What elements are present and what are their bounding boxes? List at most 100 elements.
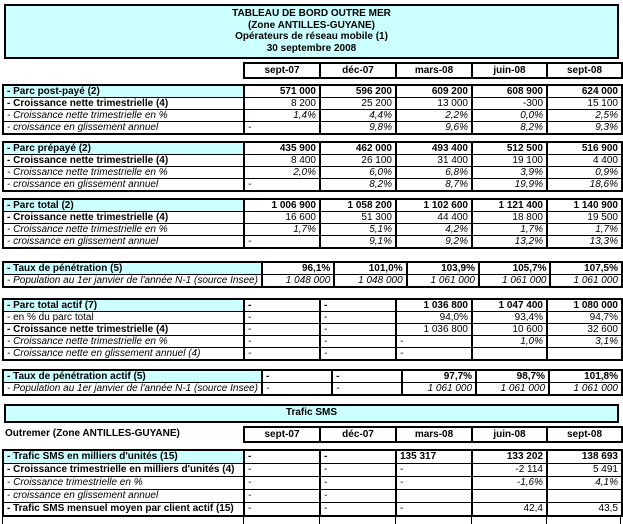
data-cell: - (260, 382, 333, 396)
data-cell: 42,4 (471, 502, 548, 517)
table-row: - Croissance nette trimestrielle en % 1,7… (2, 223, 623, 236)
data-cell: 1,7% (546, 223, 623, 236)
row-label: - Croissance nette trimestrielle en % (2, 109, 245, 122)
parc-total-actif-table: - Parc total actif (7) - -1 036 800 1 047 4… (2, 298, 623, 361)
block-parc-total: - Parc total (2) 1 006 900 1 058 200 1 102 … (2, 198, 623, 249)
parc-total-table: - Parc total (2) 1 006 900 1 058 200 1 102 … (2, 198, 623, 249)
data-cell: 1 061 000 (548, 382, 623, 396)
data-cell: - (395, 347, 473, 361)
data-cell: - (243, 335, 321, 348)
table-row: - Population au 1er janvier de l'année N… (2, 274, 623, 288)
sms-section-banner: Trafic SMS (4, 404, 619, 423)
column-header-strip: sept-07 déc-07 mars-08 juin-08 sept-08 (243, 62, 623, 79)
table-row: - Croissance nette trimestrielle (4) - -1 … (2, 323, 623, 336)
data-cell: 493 400 (395, 141, 473, 155)
data-cell: 1 102 600 (395, 198, 473, 212)
column-header: sept-08 (546, 426, 623, 443)
row-label: - Croissance nette trimestrielle (4) (2, 97, 245, 110)
data-cell: 2,5% (546, 109, 623, 122)
table-row: - Parc post-payé (2) 571 000 596 200 609 20… (2, 84, 623, 98)
data-cell: 2,0% (243, 166, 321, 179)
table-row: - Taux de pénétration actif (5) - -97,7% 98… (2, 369, 623, 383)
data-cell: 8,7% (395, 178, 473, 192)
data-cell: 596 200 (319, 84, 397, 98)
cutoff-border-stubs (0, 517, 623, 524)
data-cell: 624 000 (546, 84, 623, 98)
data-cell: 135 317 (395, 449, 473, 464)
block-parc-post-paye: - Parc post-payé (2) 571 000 596 200 609 20… (2, 84, 623, 135)
table-row: - Croissance nette trimestrielle en % 2,0… (2, 166, 623, 179)
data-cell: 44 400 (395, 211, 473, 224)
data-cell: 8,2% (319, 178, 397, 192)
data-cell: 105,7% (477, 261, 551, 275)
taux-penetration-table: - Taux de pénétration (5) 96,1% 101,0% 103,… (2, 261, 623, 288)
table-row: - Croissance nette trimestrielle (4) 8 40… (2, 154, 623, 167)
table-row: - Croissance nette trimestrielle (4) 8 20… (2, 97, 623, 110)
border-stub (471, 517, 472, 524)
data-cell: 1 048 000 (333, 274, 408, 288)
data-cell: 6,8% (395, 166, 473, 179)
data-cell: - (243, 347, 321, 361)
data-cell (546, 489, 623, 503)
data-cell: - (243, 311, 321, 324)
data-cell (546, 347, 623, 361)
data-cell: 51 300 (319, 211, 397, 224)
data-cell: 18 800 (471, 211, 548, 224)
period-header-row: sept-07 déc-07 mars-08 juin-08 sept-08 (243, 426, 623, 443)
trafic-sms-table: - Trafic SMS en milliers d'unités (15) - -… (2, 449, 623, 517)
block-taux-penetration-actif: - Taux de pénétration actif (5) - -97,7% 98… (2, 369, 623, 396)
border-stub (395, 517, 396, 524)
data-cell: 18,6% (546, 178, 623, 192)
period-header-table: sept-07 déc-07 mars-08 juin-08 sept-08 (243, 426, 623, 443)
data-cell: 4 400 (546, 154, 623, 167)
block-parc-prepaye: - Parc prépayé (2) 435 900 462 000 493 400 5… (2, 141, 623, 192)
data-cell: 1 006 900 (243, 198, 321, 212)
data-cell: - (319, 323, 397, 336)
table-row: - Croissance nette en glissement annuel … (2, 347, 623, 361)
table-row: - Trafic SMS en milliers d'unités (15) - -… (2, 449, 623, 464)
table-row: - croissance en glissement annuel -8,2% 8,… (2, 178, 623, 192)
data-cell: 4,1% (546, 476, 623, 490)
column-header: mars-08 (395, 62, 473, 79)
period-header-table: sept-07 déc-07 mars-08 juin-08 sept-08 (243, 62, 623, 79)
data-cell: 571 000 (243, 84, 321, 98)
row-label: - croissance en glissement annuel (2, 121, 245, 135)
data-cell: -1,6% (471, 476, 548, 490)
row-label: - en % du parc total (2, 311, 245, 324)
column-header: déc-07 (319, 62, 397, 79)
data-cell: 435 900 (243, 141, 321, 155)
data-cell: 1 058 200 (319, 198, 397, 212)
data-cell: - (331, 369, 403, 383)
column-header: sept-08 (546, 62, 623, 79)
data-cell: 19 500 (546, 211, 623, 224)
data-cell: - (395, 476, 473, 490)
data-cell: 6,0% (319, 166, 397, 179)
data-cell: 133 202 (471, 449, 548, 464)
column-header: mars-08 (395, 426, 473, 443)
table-row: - Taux de pénétration (5) 96,1% 101,0% 103,… (2, 261, 623, 275)
data-cell: 1 036 800 (395, 298, 473, 312)
row-label: - Parc total (2) (2, 198, 245, 212)
data-cell: 98,7% (475, 369, 550, 383)
sms-row-header-label: Outremer (Zone ANTILLES-GUYANE) (5, 428, 180, 439)
taux-penetration-actif-table: - Taux de pénétration actif (5) - -97,7% 98… (2, 369, 623, 396)
data-cell: 4,2% (395, 223, 473, 236)
data-cell: 9,1% (319, 235, 397, 249)
data-cell: - (243, 476, 321, 490)
data-cell: 2,2% (395, 109, 473, 122)
border-stub (546, 517, 547, 524)
data-cell: 1 061 000 (477, 274, 551, 288)
row-label: - Trafic SMS mensuel moyen par client ac… (2, 502, 245, 517)
data-cell: - (319, 476, 397, 490)
column-header: sept-07 (243, 62, 321, 79)
block-taux-penetration: - Taux de pénétration (5) 96,1% 101,0% 103,… (2, 261, 623, 288)
row-label: - Population au 1er janvier de l'année N… (2, 274, 263, 288)
data-cell: -2 114 (471, 463, 548, 477)
data-cell: - (243, 323, 321, 336)
data-cell: 8 400 (243, 154, 321, 167)
data-cell: 101,0% (333, 261, 408, 275)
row-label: - Croissance nette trimestrielle en % (2, 166, 245, 179)
block-trafic-sms: - Trafic SMS en milliers d'unités (15) - -… (2, 449, 623, 517)
data-cell: 97,7% (401, 369, 477, 383)
report-title-box: TABLEAU DE BORD OUTRE MER (Zone ANTILLES… (4, 4, 619, 59)
